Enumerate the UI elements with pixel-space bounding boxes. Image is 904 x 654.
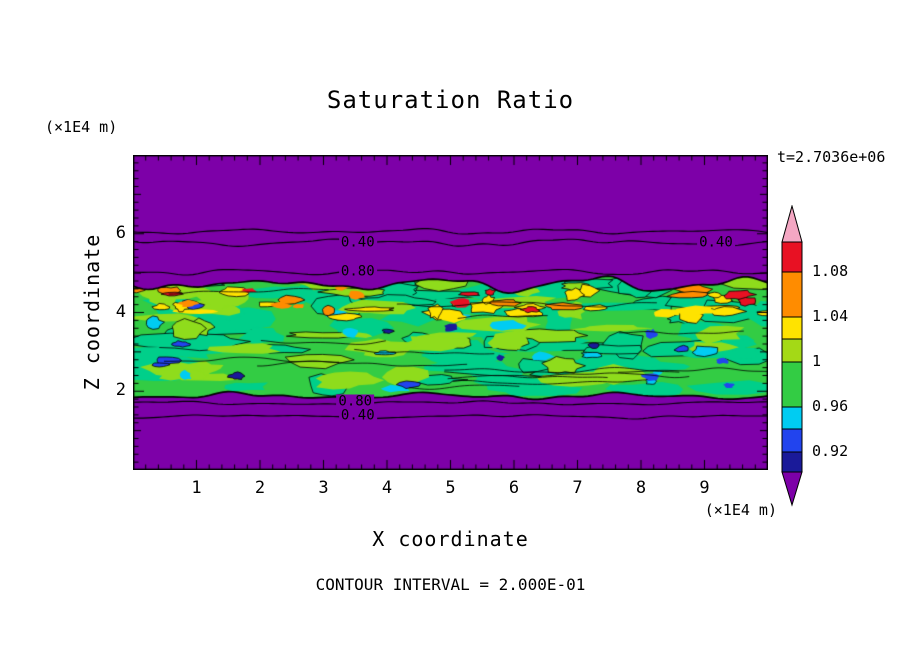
contour-label: 0.40: [338, 407, 377, 424]
colorbar-over-arrow: [781, 204, 803, 243]
z-axis-units-label: (×1E4 m): [45, 118, 118, 136]
x-tick-label: 4: [381, 478, 393, 498]
contour-label: 0.40: [697, 234, 735, 251]
colorbar-tick-label: 0.96: [812, 397, 849, 415]
x-tick-label: 8: [635, 478, 647, 498]
x-tick-label: 1: [191, 478, 202, 498]
x-tick-label: 7: [572, 478, 583, 498]
y-tick-label: 6: [115, 222, 126, 243]
colorbar-tick-label: 1: [812, 352, 822, 370]
colorbar: [779, 204, 805, 507]
chart-title: Saturation Ratio: [326, 86, 575, 114]
x-axis-units-label: (×1E4 m): [704, 501, 777, 519]
contour-label: 0.80: [338, 263, 377, 280]
colorbar-tick-label: 1.04: [812, 307, 849, 325]
y-tick-label: 2: [115, 380, 126, 401]
colorbar-segment: [781, 271, 803, 318]
x-tick-label: 9: [699, 478, 710, 498]
colorbar-tick-label: 1.08: [812, 262, 849, 280]
contour-interval-note: CONTOUR INTERVAL = 2.000E-01: [315, 575, 586, 594]
y-tick-label: 4: [115, 301, 126, 322]
time-annotation: t=2.7036e+06: [777, 148, 886, 166]
x-tick-label: 5: [445, 478, 456, 498]
contour-label: 0.40: [338, 234, 377, 251]
colorbar-segment: [781, 338, 803, 363]
contour-label: 0.80: [336, 393, 375, 410]
colorbar-segment: [781, 451, 803, 473]
colorbar-segment: [781, 361, 803, 408]
x-tick-label: 2: [254, 478, 266, 498]
colorbar-segment: [781, 406, 803, 430]
x-tick-label: 3: [318, 478, 329, 498]
contour-plot-canvas: [133, 155, 768, 470]
x-axis-title: X coordinate: [372, 527, 529, 551]
colorbar-segment: [781, 428, 803, 453]
colorbar-segment: [781, 241, 803, 273]
colorbar-segment: [781, 316, 803, 340]
colorbar-under-arrow: [781, 471, 803, 507]
colorbar-tick-label: 0.92: [812, 442, 849, 460]
x-tick-label: 6: [508, 478, 520, 498]
